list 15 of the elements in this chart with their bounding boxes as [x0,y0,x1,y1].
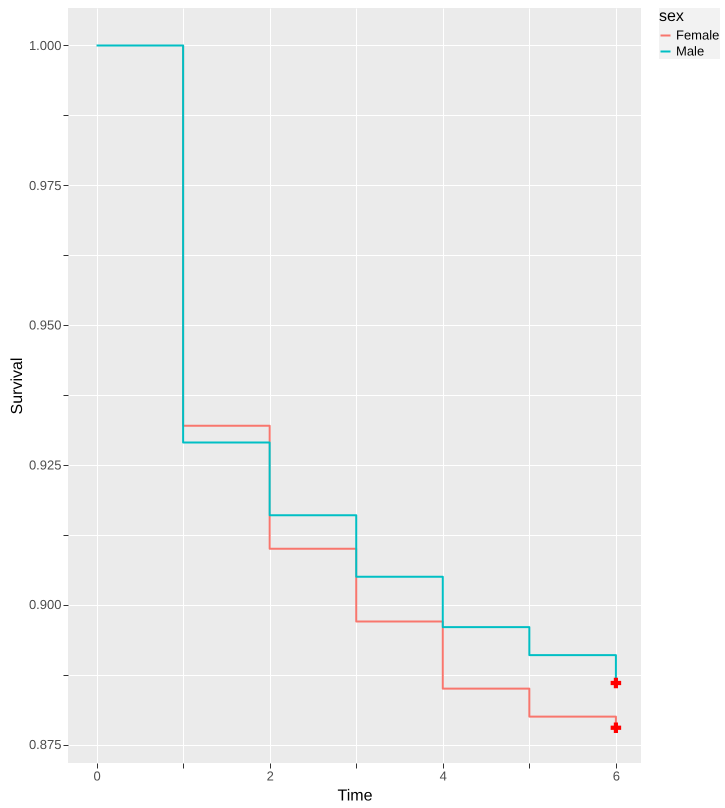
legend-label: Female [676,28,720,42]
legend-title: sex [659,8,684,25]
x-tick-label: 2 [266,768,274,784]
x-tick-label: 4 [440,768,447,784]
legend-label: Male [676,44,704,58]
y-tick-label: 0.875 [28,737,62,752]
y-axis-title: Survival [8,358,26,414]
x-tick-label: 0 [93,768,101,784]
x-tick-label: 6 [612,768,620,784]
y-tick-label: 1.000 [28,38,62,53]
y-tick-label: 0.975 [28,178,62,193]
y-tick-label: 0.925 [28,457,62,472]
x-axis-title: Time [338,788,373,804]
y-tick-label: 0.950 [28,318,62,333]
y-tick-label: 0.900 [28,597,62,612]
